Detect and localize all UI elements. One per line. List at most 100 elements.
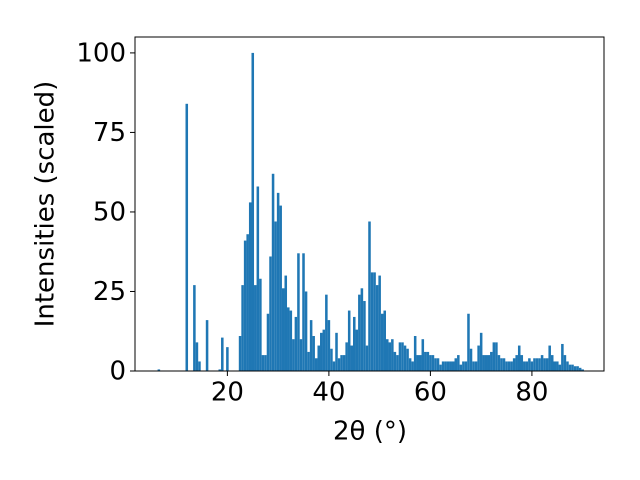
- bar: [457, 355, 460, 371]
- bar: [492, 342, 496, 371]
- bar: [279, 205, 282, 371]
- bar: [426, 351, 430, 371]
- bar: [342, 355, 346, 371]
- bar: [355, 329, 359, 371]
- bar: [380, 313, 384, 371]
- bar: [271, 173, 275, 371]
- bar: [444, 361, 447, 371]
- bar: [507, 361, 511, 371]
- bar: [302, 253, 305, 371]
- bar: [545, 358, 549, 371]
- bar: [441, 361, 445, 371]
- bar: [254, 285, 257, 371]
- bar: [576, 366, 579, 371]
- bar: [347, 310, 351, 371]
- bar: [484, 355, 488, 371]
- bar: [556, 361, 559, 371]
- bar: [322, 329, 326, 371]
- bar: [497, 355, 501, 371]
- bar: [525, 361, 529, 371]
- x-tick-label: 60: [414, 378, 447, 408]
- bar: [474, 361, 478, 371]
- y-tick-label: 75: [93, 118, 126, 148]
- bar: [578, 367, 582, 371]
- bar: [198, 361, 201, 371]
- bar: [246, 234, 249, 371]
- bar: [391, 339, 394, 371]
- bar: [325, 294, 328, 371]
- bar: [408, 358, 412, 371]
- bar: [573, 366, 577, 371]
- bar: [530, 361, 534, 371]
- bar: [396, 355, 399, 371]
- bar: [340, 355, 343, 371]
- bar: [451, 361, 455, 371]
- bar: [393, 351, 397, 371]
- bar: [360, 288, 364, 371]
- bar: [436, 358, 440, 371]
- bar: [459, 364, 463, 371]
- bar: [297, 253, 300, 371]
- x-axis-label: 2θ (°): [333, 417, 407, 447]
- plot-frame: [134, 36, 605, 372]
- bar: [157, 369, 161, 371]
- bar: [512, 358, 516, 371]
- y-tick-label: 50: [93, 197, 126, 227]
- bar: [533, 358, 536, 371]
- bar: [332, 361, 336, 371]
- bar: [467, 313, 470, 371]
- bar: [571, 364, 574, 371]
- bar: [398, 342, 402, 371]
- bar: [523, 361, 526, 371]
- bar: [327, 320, 331, 371]
- bar: [266, 313, 270, 371]
- bar: [411, 361, 414, 371]
- bar: [515, 355, 518, 371]
- bar: [281, 288, 285, 371]
- bar: [482, 355, 485, 371]
- bar: [320, 332, 323, 371]
- bar: [294, 316, 298, 371]
- y-axis-label: Intensities (scaled): [31, 81, 61, 328]
- bar: [558, 364, 562, 371]
- bar: [289, 310, 293, 371]
- y-tick-label: 25: [93, 277, 126, 307]
- bar: [350, 345, 354, 371]
- bar: [312, 336, 315, 371]
- bar: [505, 361, 508, 371]
- bar: [309, 320, 313, 371]
- bar: [446, 361, 450, 371]
- bar: [345, 342, 348, 371]
- bar: [388, 342, 392, 371]
- bar: [385, 339, 389, 371]
- bar: [299, 339, 303, 371]
- bar: [337, 358, 341, 371]
- y-tick-label: 100: [76, 38, 126, 68]
- bar: [561, 343, 564, 371]
- bar: [439, 364, 442, 371]
- bar: [495, 342, 498, 371]
- bar: [363, 301, 366, 371]
- bar: [264, 355, 267, 371]
- bar: [353, 316, 356, 371]
- bar: [256, 186, 260, 371]
- bar: [568, 364, 572, 371]
- bar: [218, 369, 222, 371]
- bar: [314, 358, 318, 371]
- bar: [383, 310, 386, 371]
- bar: [368, 221, 371, 371]
- bar: [307, 351, 310, 371]
- x-tick-label: 40: [312, 378, 345, 408]
- bar: [550, 355, 554, 371]
- bar: [535, 358, 539, 371]
- bar: [520, 355, 524, 371]
- bar: [424, 351, 427, 371]
- bar: [517, 345, 521, 371]
- bar: [373, 272, 376, 371]
- bar: [243, 240, 247, 371]
- bar: [401, 342, 404, 371]
- bar: [490, 351, 493, 371]
- bar: [462, 361, 465, 371]
- bar: [487, 355, 491, 371]
- bar: [581, 369, 584, 371]
